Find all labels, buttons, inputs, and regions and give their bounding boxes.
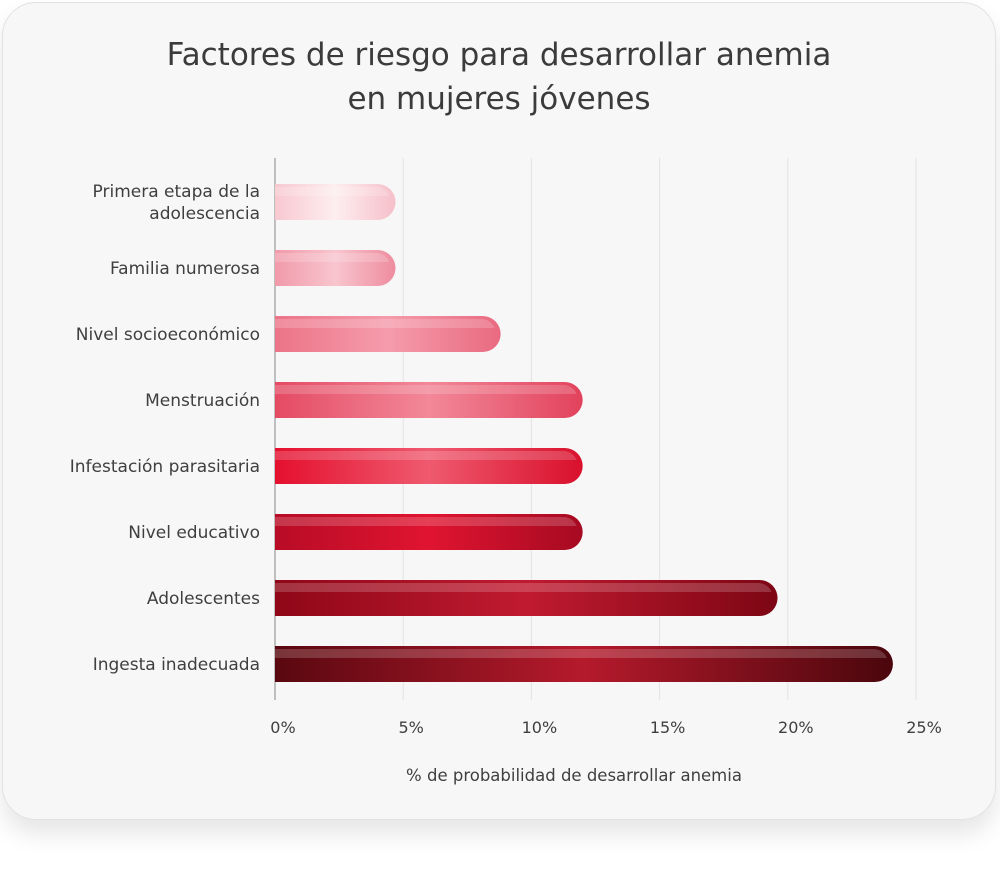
chart-title: Factores de riesgo para desarrollar anem… [3, 33, 995, 121]
bar [275, 580, 778, 616]
x-axis-label: % de probabilidad de desarrollar anemia [406, 766, 742, 785]
bar [275, 316, 501, 352]
x-tick-label: 15% [650, 718, 686, 737]
grid-lines [274, 158, 917, 700]
x-tick-label: 0% [270, 718, 295, 737]
x-tick-label: 25% [906, 718, 942, 737]
bars [275, 184, 893, 682]
bar-highlight [275, 451, 577, 460]
category-label: Adolescentes [147, 589, 260, 609]
bar [275, 382, 583, 418]
chart-title-line-2: en mujeres jóvenes [347, 81, 651, 117]
bar-highlight [275, 517, 577, 526]
bar [275, 250, 396, 286]
category-label: Primera etapa de la adolescencia [93, 182, 260, 224]
category-label: Infestación parasitaria [70, 457, 260, 477]
bar-highlight [275, 319, 495, 328]
bar [275, 448, 583, 484]
category-label: Nivel educativo [128, 523, 260, 543]
bar [275, 514, 583, 550]
bar-highlight [275, 385, 577, 394]
x-tick-label: 5% [399, 718, 424, 737]
category-labels: Primera etapa de la adolescencia Familia n… [70, 182, 260, 675]
x-tick-label: 20% [778, 718, 814, 737]
chart-title-line-1: Factores de riesgo para desarrollar anem… [166, 37, 832, 73]
bar-highlight [275, 649, 887, 658]
category-label: Ingesta inadecuada [93, 655, 260, 675]
x-tick-label: 10% [522, 718, 558, 737]
bar-highlight [275, 253, 390, 262]
bar-highlight [275, 583, 772, 592]
x-tick-labels: 0% 5% 10% 15% 20% 25% [270, 718, 941, 737]
category-label: Nivel socioeconómico [76, 325, 260, 345]
category-label: Menstruación [145, 391, 260, 411]
category-label: Familia numerosa [110, 259, 260, 279]
bar [275, 184, 396, 220]
bar [275, 646, 893, 682]
bar-highlight [275, 187, 390, 196]
